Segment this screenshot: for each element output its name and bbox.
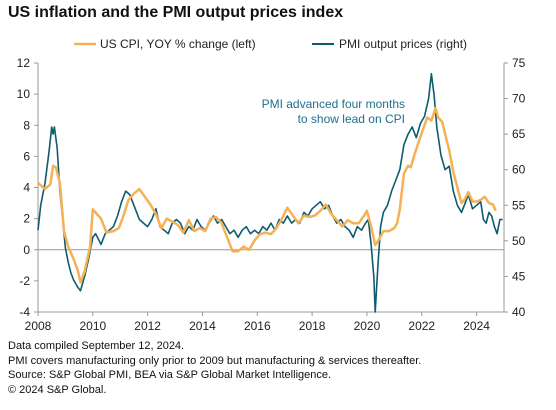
right-tick-label: 45: [512, 269, 526, 283]
footer-line-compiled: Data compiled September 12, 2024.: [8, 340, 185, 352]
annotation-line-1: PMI advanced four months: [262, 97, 405, 111]
footer-notes: Data compiled September 12, 2024. PMI co…: [8, 339, 421, 397]
legend-label-pmi-output-prices: PMI output prices (right): [339, 37, 467, 51]
left-tick-label: 0: [23, 243, 30, 257]
footer-line-copyright: © 2024 S&P Global.: [8, 383, 107, 396]
left-tick-label: 4: [23, 181, 30, 195]
footer-line-source: Source: S&P Global PMI, BEA via S&P Glob…: [8, 369, 332, 381]
legend-label-us-cpi: US CPI, YOY % change (left): [100, 37, 256, 51]
right-tick-label: 55: [512, 198, 526, 212]
right-tick-label: 60: [512, 163, 526, 177]
x-tick-label: 2008: [25, 319, 52, 333]
x-tick-label: 2010: [79, 319, 106, 333]
left-tick-label: 10: [17, 87, 31, 101]
right-tick-label: 65: [512, 127, 526, 141]
x-tick-label: 2024: [463, 319, 490, 333]
annotation-line-2: to show lead on CPI: [298, 112, 405, 126]
chart-title: US inflation and the PMI output prices i…: [8, 4, 344, 21]
right-tick-label: 70: [512, 92, 526, 106]
left-tick-label: -2: [19, 274, 30, 288]
x-tick-label: 2018: [299, 319, 326, 333]
left-tick-label: 8: [23, 118, 30, 132]
x-tick-label: 2016: [244, 319, 271, 333]
footer-line-coverage: PMI covers manufacturing only prior to 2…: [8, 354, 422, 367]
x-tick-label: 2014: [189, 319, 216, 333]
left-tick-label: 2: [23, 212, 30, 226]
right-tick-label: 50: [512, 234, 526, 248]
left-tick-label: 6: [23, 149, 30, 163]
legend: US CPI, YOY % change (left) PMI output pr…: [74, 37, 467, 51]
right-tick-label: 75: [512, 56, 526, 70]
series-layer: [37, 72, 503, 313]
axes: -4 -2 0 2 4 6 8 10 12 40 45 50 55 60 65 70 75 2008 2010 201…: [17, 56, 526, 333]
chart-area: -4 -2 0 2 4 6 8 10 12 40 45 50 55 60 65 70 75 2008 2010 201…: [17, 37, 526, 333]
left-tick-label: -4: [19, 305, 30, 319]
left-tick-label: 12: [17, 56, 31, 70]
x-tick-label: 2012: [134, 319, 161, 333]
series-line-us-cpi: [37, 106, 497, 284]
x-tick-label: 2020: [354, 319, 381, 333]
x-tick-label: 2022: [408, 319, 435, 333]
right-tick-label: 40: [512, 305, 526, 319]
